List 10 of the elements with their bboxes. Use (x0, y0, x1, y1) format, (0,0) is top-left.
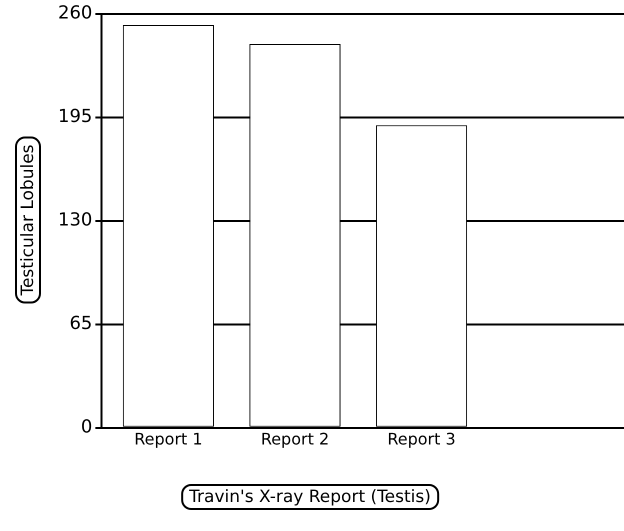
y-tick-label: 195 (58, 106, 92, 127)
y-axis-title: Testicular Lobules (15, 136, 41, 304)
y-tick-label: 130 (58, 209, 92, 230)
x-tick-label: Report 3 (387, 430, 456, 449)
x-tick-label: Report 1 (134, 430, 203, 449)
y-tick-label: 0 (80, 416, 92, 438)
x-tick-label: Report 2 (260, 430, 330, 449)
y-tick-label: 65 (69, 312, 92, 334)
x-axis-title: Travin's X-ray Report (Testis) (181, 484, 439, 510)
y-tick-label: 260 (58, 2, 92, 24)
